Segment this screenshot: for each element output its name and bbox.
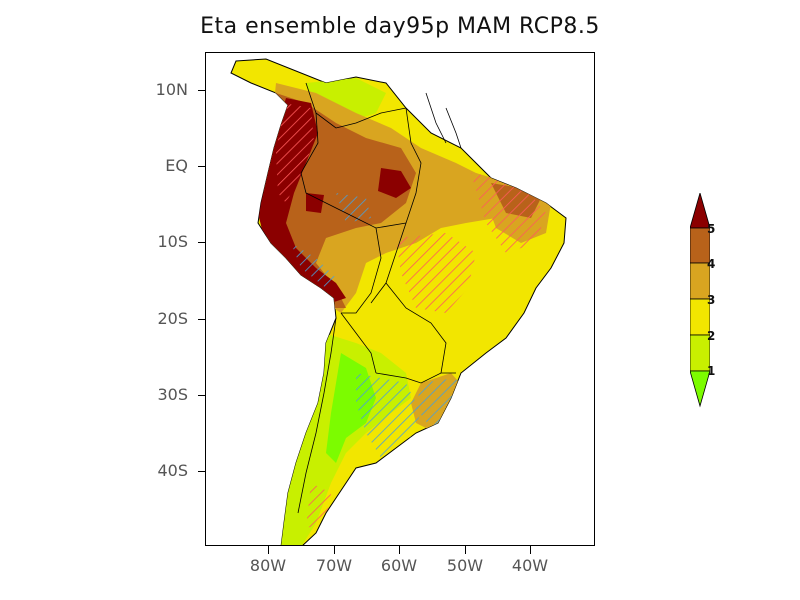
- hatch-blue-argentina: [356, 373, 421, 458]
- hatch-red-andes: [276, 103, 314, 203]
- map-panel: [205, 52, 595, 546]
- map-svg: [230, 58, 567, 545]
- chart-title: Eta ensemble day95p MAM RCP8.5: [200, 14, 600, 39]
- hatch-blue-amazon: [336, 193, 371, 223]
- lon-tick: [465, 546, 466, 554]
- lat-label-20s: 20S: [157, 309, 188, 328]
- colorbar: [690, 193, 710, 408]
- lon-tick: [334, 546, 335, 554]
- region-level5-peru: [306, 193, 324, 213]
- country-borders: [297, 82, 462, 514]
- lat-label-30s: 30S: [157, 385, 188, 404]
- lon-label-40w: 40W: [511, 556, 549, 575]
- colorbar-label-2: 2: [707, 329, 716, 343]
- lat-tick: [198, 319, 206, 320]
- colorbar-arrow-bottom: [690, 370, 710, 408]
- lon-tick: [399, 546, 400, 554]
- lon-label-60w: 60W: [380, 556, 418, 575]
- colorbar-label-4: 4: [707, 257, 716, 271]
- lon-tick: [268, 546, 269, 554]
- lon-label-50w: 50W: [446, 556, 484, 575]
- colorbar-label-5: 5: [707, 222, 716, 236]
- hatch-red-brazil: [396, 233, 476, 313]
- lat-label-eq: EQ: [165, 156, 188, 175]
- lat-tick: [198, 471, 206, 472]
- lon-tick: [530, 546, 531, 554]
- lat-tick: [198, 166, 206, 167]
- lat-label-40s: 40S: [157, 461, 188, 480]
- region-level5-amazon: [378, 168, 411, 198]
- colorbar-label-1: 1: [707, 364, 716, 378]
- lat-tick: [198, 395, 206, 396]
- lat-label-10n: 10N: [155, 80, 188, 99]
- lat-tick: [198, 242, 206, 243]
- lat-label-10s: 10S: [157, 232, 188, 251]
- lon-label-70w: 70W: [315, 556, 353, 575]
- lat-tick: [198, 90, 206, 91]
- hatch-blue-peru: [291, 243, 336, 288]
- lon-label-80w: 80W: [249, 556, 287, 575]
- colorbar-label-3: 3: [707, 293, 716, 307]
